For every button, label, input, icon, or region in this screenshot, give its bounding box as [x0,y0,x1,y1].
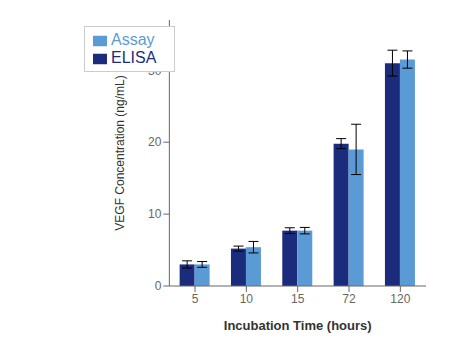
svg-text:20: 20 [148,135,162,149]
html-text:Assay: Assay [111,31,155,48]
svg-text:10: 10 [240,292,254,306]
svg-text:72: 72 [342,292,356,306]
svg-text:VEGF Concentration (ng/mL): VEGF Concentration (ng/mL) [113,75,127,230]
svg-text:15: 15 [291,292,305,306]
svg-text:10: 10 [148,207,162,221]
svg-text:0: 0 [155,279,162,293]
svg-text:5: 5 [192,292,199,306]
svg-text:120: 120 [390,292,410,306]
html-text:ELISA: ELISA [111,49,157,66]
svg-text:Incubation Time (hours): Incubation Time (hours) [224,318,372,333]
svg-text:30: 30 [148,64,162,78]
